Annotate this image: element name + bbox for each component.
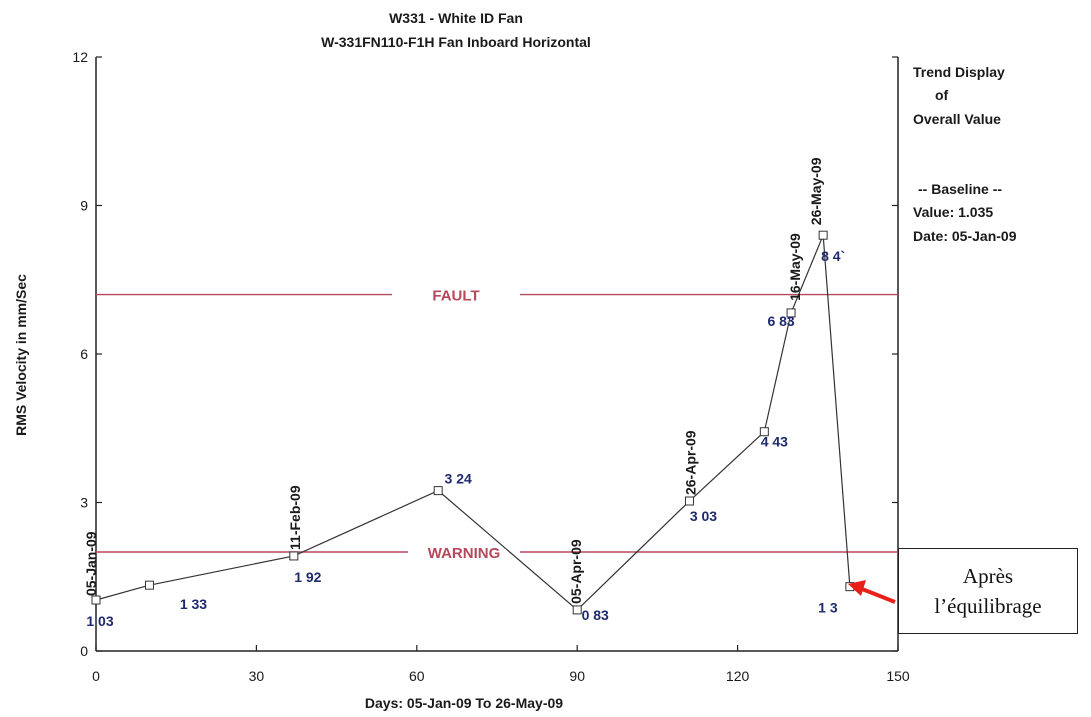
data-point xyxy=(572,605,582,615)
data-point xyxy=(818,230,828,240)
data-label: 3 24 xyxy=(445,471,472,487)
data-label: 6 83 xyxy=(767,313,794,329)
y-tick-label: 12 xyxy=(72,49,88,65)
y-tick-label: 0 xyxy=(80,643,88,659)
x-tick-label: 120 xyxy=(726,668,750,684)
warning-label: WARNING xyxy=(428,545,501,562)
date-label: 26-May-09 xyxy=(808,157,824,225)
side-panel: Trend Display of Overall Value -- Baseli… xyxy=(913,64,1017,244)
arrow-head xyxy=(848,580,866,596)
x-tick-label: 30 xyxy=(249,668,265,684)
data-label: 3 03 xyxy=(690,508,717,524)
annotation-line-1: Après xyxy=(962,563,1014,588)
arrow-shaft xyxy=(861,587,896,604)
data-point xyxy=(91,595,101,605)
data-point xyxy=(684,496,694,506)
y-tick-label: 3 xyxy=(80,495,88,511)
x-tick-label: 90 xyxy=(569,668,585,684)
trend-display-line-1: Trend Display xyxy=(913,64,1005,80)
trend-display-line-3: Overall Value xyxy=(913,111,1001,127)
y-axis-label: RMS Velocity in mm/Sec xyxy=(13,274,29,436)
baseline-value: Value: 1.035 xyxy=(913,204,993,220)
x-tick-label: 0 xyxy=(92,668,100,684)
y-tick-label: 9 xyxy=(80,198,88,214)
threshold-lines: FAULT WARNING xyxy=(96,288,898,562)
data-label: 4 43 xyxy=(761,434,788,450)
date-label: 16-May-09 xyxy=(787,233,803,301)
baseline-title: -- Baseline -- xyxy=(918,181,1002,197)
data-label: 1 03 xyxy=(86,613,113,629)
x-tick-label: 150 xyxy=(886,668,910,684)
data-point xyxy=(786,308,796,318)
data-point xyxy=(144,580,154,590)
data-point xyxy=(289,551,299,561)
date-label: 26-Apr-09 xyxy=(682,430,698,495)
date-label: 05-Jan-09 xyxy=(83,531,99,596)
series-line xyxy=(95,234,851,611)
data-label: 0 83 xyxy=(582,607,609,623)
data-label: 8 4` xyxy=(821,248,845,264)
annotation-box: Après l’équilibrage xyxy=(898,548,1078,634)
data-point xyxy=(759,427,769,437)
fault-label: FAULT xyxy=(432,288,479,305)
data-label: 1 3 xyxy=(818,600,838,616)
data-label: 1 33 xyxy=(180,596,207,612)
annotation-arrow xyxy=(848,580,896,604)
trend-display-line-2: of xyxy=(935,87,949,103)
annotation-line-2: l’équilibrage xyxy=(934,594,1042,618)
x-axis-label: Days: 05-Jan-09 To 26-May-09 xyxy=(365,695,563,711)
x-tick-label: 60 xyxy=(409,668,425,684)
chart-titles: W331 - White ID Fan W-331FN110-F1H Fan I… xyxy=(321,10,591,50)
data-point xyxy=(433,486,443,496)
chart-title: W331 - White ID Fan xyxy=(389,10,523,26)
baseline-date: Date: 05-Jan-09 xyxy=(913,228,1017,244)
y-tick-label: 6 xyxy=(80,346,88,362)
chart-subtitle: W-331FN110-F1H Fan Inboard Horizontal xyxy=(321,34,591,50)
date-label: 11-Feb-09 xyxy=(287,485,303,550)
data-label: 1 92 xyxy=(294,569,321,585)
date-label: 05-Apr-09 xyxy=(568,539,584,604)
